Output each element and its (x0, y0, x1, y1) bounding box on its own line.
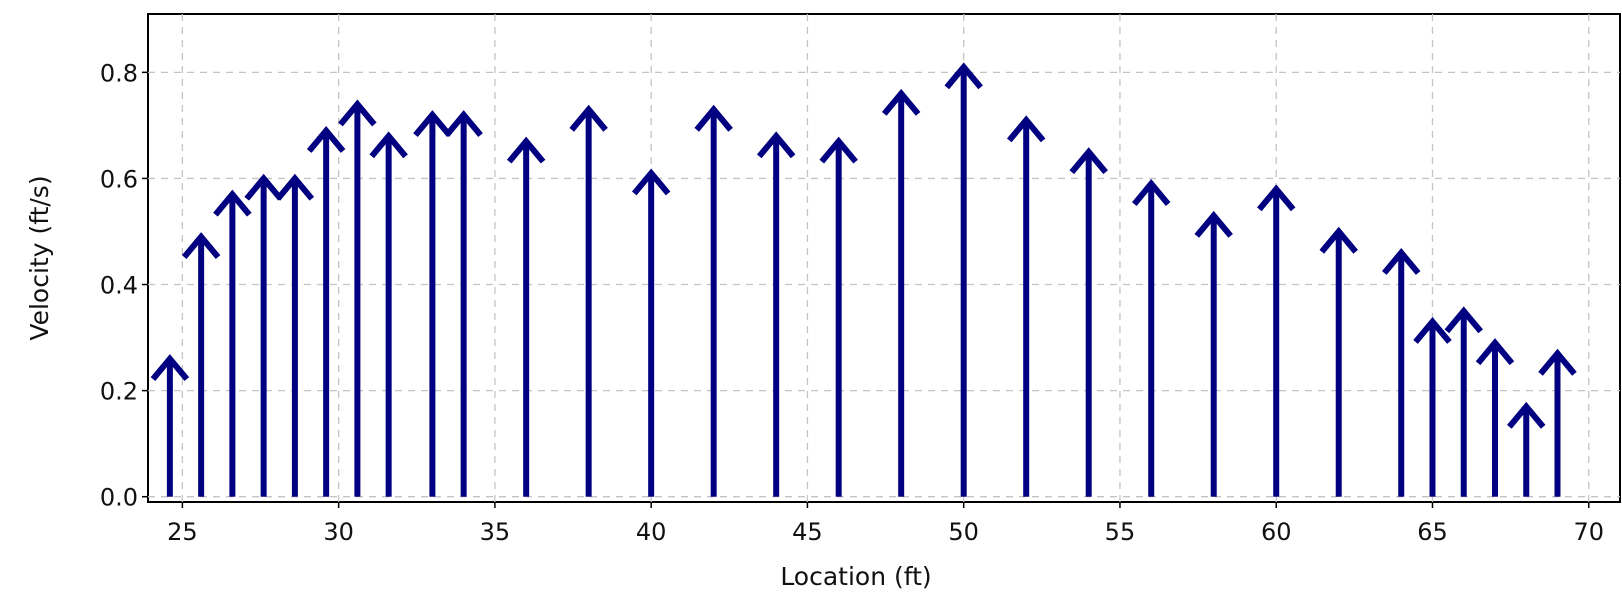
arrow-head (306, 126, 346, 153)
x-tick-label: 40 (636, 518, 667, 546)
arrow-head (1069, 147, 1108, 175)
y-tick-label: 0.2 (100, 378, 138, 406)
x-tick-label: 55 (1105, 518, 1136, 546)
arrow-head (569, 104, 608, 132)
arrow-head (181, 232, 221, 260)
velocity-arrow (444, 110, 483, 497)
arrow-head (244, 173, 283, 201)
arrow-head (1475, 338, 1515, 366)
velocity-arrow (1475, 338, 1515, 497)
velocity-arrow (631, 168, 671, 497)
arrow-head (506, 136, 546, 164)
velocity-arrow (1069, 147, 1108, 497)
velocity-arrow (1194, 210, 1233, 497)
velocity-vectors (150, 62, 1577, 497)
y-tick-label: 0.4 (100, 272, 138, 300)
arrow-head (1131, 179, 1171, 206)
arrow-head (881, 88, 921, 116)
arrow-head (1413, 316, 1452, 344)
arrow-head (1006, 115, 1046, 143)
arrow-head (819, 136, 858, 164)
x-tick-label: 45 (792, 518, 823, 546)
arrow-head (1382, 248, 1421, 275)
velocity-arrow (275, 173, 315, 497)
velocity-arrow (338, 99, 377, 497)
arrow-head (1256, 184, 1296, 212)
velocity-arrow (413, 110, 452, 497)
x-tick-label: 65 (1417, 518, 1448, 546)
axis-ticks (142, 71, 1590, 508)
y-axis-title: Velocity (ft/s) (25, 175, 54, 340)
velocity-arrow (1319, 226, 1358, 497)
arrow-head (1538, 348, 1577, 376)
x-tick-label: 70 (1573, 518, 1604, 546)
y-tick-labels: 0.0 0.2 0.4 0.6 0.8 (100, 59, 138, 511)
arrow-head (338, 99, 377, 127)
arrow-head (631, 168, 671, 196)
x-tick-label: 60 (1261, 518, 1292, 546)
velocity-arrow (1006, 115, 1046, 497)
arrow-head (1194, 210, 1233, 238)
arrow-head (213, 189, 252, 217)
arrow-head (444, 110, 483, 138)
x-tick-label: 25 (167, 518, 198, 546)
arrow-head (756, 131, 796, 159)
velocity-arrow (881, 88, 921, 497)
x-tick-label: 50 (948, 518, 979, 546)
arrow-head (944, 62, 983, 90)
velocity-arrow (944, 62, 983, 497)
arrow-head (1507, 401, 1546, 429)
arrow-head (1319, 226, 1358, 254)
velocity-arrow (369, 131, 408, 497)
arrow-head (1444, 306, 1483, 334)
plot-area (147, 13, 1621, 503)
velocity-arrow (756, 131, 796, 497)
arrow-head (150, 354, 190, 382)
arrow-head (369, 131, 408, 159)
velocity-arrow (506, 136, 546, 497)
x-axis-title: Location (ft) (780, 562, 931, 591)
velocity-arrow (306, 126, 346, 497)
velocity-arrow (1507, 401, 1546, 497)
y-tick-label: 0.8 (100, 59, 138, 87)
velocity-arrow (150, 354, 190, 497)
y-tick-label: 0.6 (100, 165, 138, 193)
x-tick-label: 30 (323, 518, 354, 546)
velocity-arrow (819, 136, 858, 497)
y-tick-label: 0.0 (100, 484, 138, 512)
velocity-arrow (244, 173, 283, 497)
arrow-head (694, 104, 733, 132)
velocity-arrow (1538, 348, 1577, 497)
velocity-arrow (569, 104, 608, 497)
arrow-head (275, 173, 315, 201)
x-tick-labels: 25 30 35 40 45 50 55 60 65 70 (167, 518, 1604, 546)
velocity-arrow (1444, 306, 1483, 497)
velocity-arrow (181, 232, 221, 497)
x-tick-label: 35 (480, 518, 511, 546)
velocity-arrow (213, 189, 252, 497)
velocity-arrow (694, 104, 733, 497)
arrow-head (413, 110, 452, 138)
velocity-arrow (1382, 248, 1421, 497)
velocity-arrow (1131, 179, 1171, 497)
velocity-arrow (1256, 184, 1296, 497)
velocity-arrow (1413, 316, 1452, 497)
